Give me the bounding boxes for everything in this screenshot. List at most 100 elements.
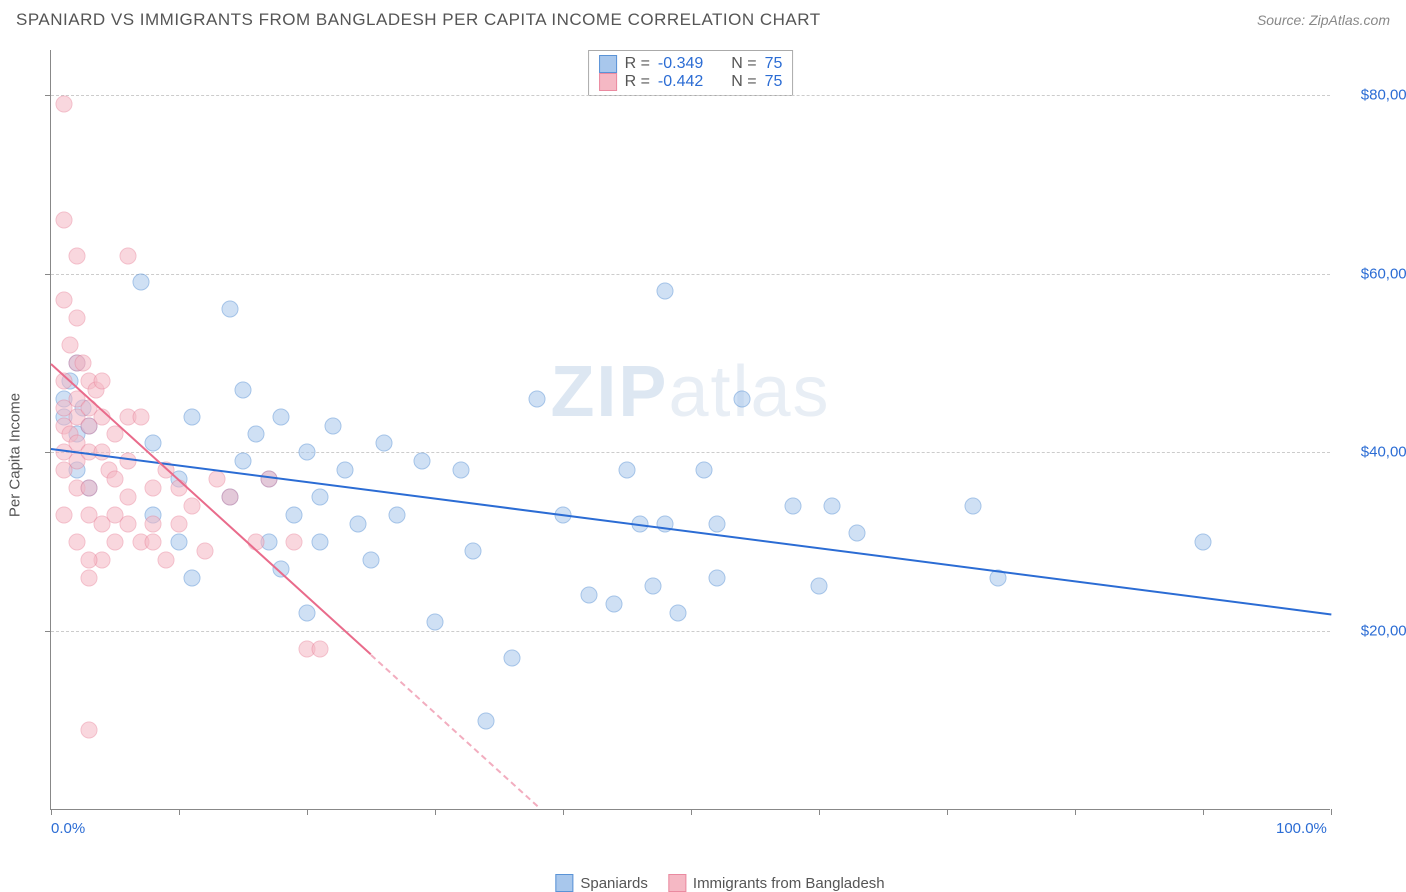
scatter-point: [823, 498, 840, 515]
scatter-point: [81, 480, 98, 497]
scatter-point: [55, 95, 72, 112]
scatter-point: [273, 408, 290, 425]
scatter-point: [286, 533, 303, 550]
scatter-point: [299, 605, 316, 622]
tick-mark: [435, 809, 436, 815]
scatter-point: [350, 515, 367, 532]
scatter-point: [94, 444, 111, 461]
tick-mark: [45, 631, 51, 632]
scatter-point: [62, 337, 79, 354]
scatter-point: [286, 506, 303, 523]
scatter-point: [81, 721, 98, 738]
scatter-point: [311, 489, 328, 506]
scatter-point: [145, 480, 162, 497]
scatter-point: [171, 515, 188, 532]
scatter-point: [55, 211, 72, 228]
watermark-left: ZIP: [550, 352, 668, 432]
tick-mark: [179, 809, 180, 815]
scatter-point: [619, 462, 636, 479]
legend-swatch: [599, 73, 617, 91]
scatter-point: [964, 498, 981, 515]
tick-mark: [1203, 809, 1204, 815]
n-label: N =: [731, 73, 756, 91]
tick-mark: [563, 809, 564, 815]
x-tick-label: 0.0%: [51, 820, 85, 837]
y-tick-label: $40,000: [1335, 444, 1406, 461]
scatter-point: [145, 533, 162, 550]
scatter-point: [311, 533, 328, 550]
source-label: Source: ZipAtlas.com: [1257, 12, 1390, 28]
legend-label: Spaniards: [580, 875, 648, 892]
scatter-point: [299, 444, 316, 461]
scatter-point: [183, 498, 200, 515]
scatter-point: [427, 614, 444, 631]
scatter-point: [708, 569, 725, 586]
r-value: -0.442: [658, 73, 703, 91]
n-label: N =: [731, 55, 756, 73]
legend-swatch: [668, 874, 686, 892]
scatter-point: [55, 506, 72, 523]
r-label: R =: [625, 55, 650, 73]
tick-mark: [51, 809, 52, 815]
page-title: SPANIARD VS IMMIGRANTS FROM BANGLADESH P…: [16, 10, 821, 30]
trend-line: [51, 448, 1331, 615]
n-value: 75: [765, 73, 783, 91]
scatter-point: [503, 650, 520, 667]
scatter-point: [708, 515, 725, 532]
tick-mark: [819, 809, 820, 815]
scatter-point: [235, 381, 252, 398]
scatter-point: [81, 569, 98, 586]
scatter-point: [452, 462, 469, 479]
scatter-point: [183, 569, 200, 586]
scatter-point: [465, 542, 482, 559]
scatter-point: [209, 471, 226, 488]
tick-mark: [45, 95, 51, 96]
scatter-point: [222, 489, 239, 506]
y-tick-label: $80,000: [1335, 86, 1406, 103]
scatter-point: [119, 247, 136, 264]
x-tick-label: 100.0%: [1276, 820, 1327, 837]
scatter-point: [606, 596, 623, 613]
scatter-point: [145, 515, 162, 532]
scatter-point: [94, 515, 111, 532]
scatter-point: [107, 471, 124, 488]
scatter-point: [1195, 533, 1212, 550]
scatter-point: [785, 498, 802, 515]
r-value: -0.349: [658, 55, 703, 73]
scatter-point: [132, 408, 149, 425]
scatter-point: [119, 515, 136, 532]
scatter-point: [81, 551, 98, 568]
scatter-point: [324, 417, 341, 434]
scatter-point: [580, 587, 597, 604]
scatter-point: [311, 641, 328, 658]
chart-container: Per Capita Income ZIPatlas R = -0.349N =…: [50, 50, 1390, 860]
y-axis-label: Per Capita Income: [7, 393, 24, 517]
scatter-point: [363, 551, 380, 568]
stats-row: R = -0.442N = 75: [599, 73, 783, 91]
tick-mark: [45, 452, 51, 453]
stats-box: R = -0.349N = 75R = -0.442N = 75: [588, 50, 794, 96]
tick-mark: [307, 809, 308, 815]
gridline: [51, 95, 1330, 96]
scatter-point: [260, 471, 277, 488]
scatter-point: [670, 605, 687, 622]
tick-mark: [1075, 809, 1076, 815]
tick-mark: [947, 809, 948, 815]
scatter-point: [94, 372, 111, 389]
scatter-point: [478, 712, 495, 729]
scatter-point: [132, 274, 149, 291]
watermark-right: atlas: [668, 352, 830, 432]
scatter-point: [247, 426, 264, 443]
tick-mark: [1331, 809, 1332, 815]
stats-row: R = -0.349N = 75: [599, 55, 783, 73]
scatter-point: [119, 489, 136, 506]
legend-item: Spaniards: [555, 874, 648, 892]
scatter-point: [68, 310, 85, 327]
legend: SpaniardsImmigrants from Bangladesh: [555, 874, 884, 892]
scatter-point: [55, 462, 72, 479]
tick-mark: [691, 809, 692, 815]
scatter-point: [55, 292, 72, 309]
scatter-point: [119, 453, 136, 470]
scatter-point: [337, 462, 354, 479]
scatter-point: [68, 533, 85, 550]
